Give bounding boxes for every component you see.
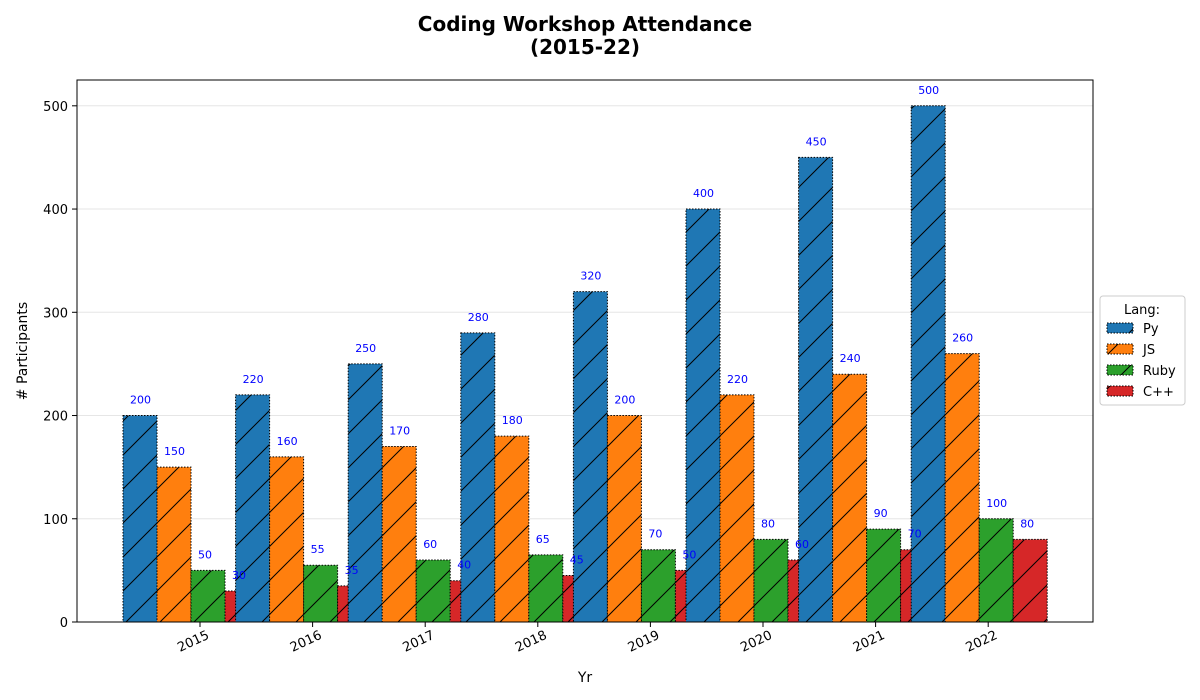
data-label: 35 (345, 564, 359, 577)
legend-entry: Ruby (1143, 364, 1176, 379)
bar-ruby-2016 (303, 564, 339, 623)
data-label: 250 (355, 342, 376, 355)
data-label: 240 (840, 352, 861, 365)
x-axis-label: Yr (577, 670, 593, 686)
bar-js-2022 (944, 353, 980, 623)
bar-js-2020 (719, 394, 755, 623)
data-label: 280 (468, 311, 489, 324)
data-label: 220 (727, 373, 748, 386)
bar-py-2022 (910, 105, 946, 623)
data-label: 450 (806, 135, 827, 148)
legend-swatch (1106, 343, 1134, 355)
data-label: 260 (952, 332, 973, 345)
data-label: 50 (682, 548, 696, 561)
data-label: 80 (1020, 517, 1034, 530)
bar-js-2015 (156, 466, 192, 623)
bars (122, 105, 1048, 623)
y-tick-label: 200 (43, 410, 68, 425)
x-tick-label: 2021 (851, 628, 887, 656)
y-tick-label: 400 (43, 203, 68, 218)
data-label: 180 (502, 414, 523, 427)
bar-py-2019 (572, 291, 608, 623)
data-labels: 200 150 50 30 220 160 55 35 250 170 60 40 280 180 65 45… (130, 84, 1034, 582)
data-label: 320 (580, 270, 601, 283)
legend: Lang: Py JS Ruby C++ (1099, 295, 1186, 406)
data-label: 55 (311, 543, 325, 556)
data-label: 200 (614, 394, 635, 407)
bar-js-2018 (494, 435, 530, 623)
data-label: 400 (693, 187, 714, 200)
x-tick-label: 2015 (175, 628, 211, 656)
data-label: 60 (423, 538, 437, 551)
bar-js-2019 (606, 415, 642, 623)
bar-js-2017 (381, 445, 417, 623)
legend-entry: Py (1143, 322, 1159, 337)
data-label: 100 (986, 497, 1007, 510)
chart-title-line1: Coding Workshop Attendance (418, 12, 752, 36)
y-tick-label: 0 (60, 616, 68, 631)
legend-title: Lang: (1124, 303, 1160, 318)
bar-js-2016 (269, 456, 305, 623)
x-tick-label: 2016 (288, 628, 324, 656)
legend-entry: JS (1142, 343, 1155, 358)
x-tick-label: 2019 (626, 628, 662, 656)
data-label: 65 (536, 533, 550, 546)
data-label: 40 (457, 559, 471, 572)
data-label: 200 (130, 394, 151, 407)
data-label: 150 (164, 445, 185, 458)
legend-entry: C++ (1143, 385, 1174, 400)
bar-py-2016 (235, 394, 271, 623)
x-tick-label: 2020 (738, 628, 774, 656)
bar-py-2017 (347, 363, 383, 623)
data-label: 160 (277, 435, 298, 448)
bar-ruby-2020 (753, 538, 789, 623)
data-label: 170 (389, 424, 410, 437)
bar-py-2015 (122, 415, 158, 623)
data-label: 90 (874, 507, 888, 520)
y-axis-label: # Participants (15, 302, 31, 400)
data-label: 80 (761, 517, 775, 530)
data-label: 70 (908, 528, 922, 541)
bar-ruby-2015 (190, 569, 226, 623)
bar-py-2021 (798, 156, 834, 623)
bar-py-2018 (460, 332, 496, 623)
y-axis: 0 100 200 300 400 500 (43, 100, 77, 631)
bar-py-2020 (685, 208, 721, 623)
data-label: 60 (795, 538, 809, 551)
legend-swatch (1106, 322, 1134, 334)
x-tick-label: 2018 (513, 628, 549, 656)
bar-ruby-2017 (415, 559, 451, 623)
bar-cpp-2022 (1012, 538, 1048, 623)
bar-ruby-2022 (978, 518, 1014, 623)
data-label: 220 (243, 373, 264, 386)
legend-swatch (1106, 364, 1134, 376)
data-label: 70 (648, 528, 662, 541)
bar-js-2021 (832, 373, 868, 623)
plot-frame (76, 79, 1094, 623)
x-tick-label: 2017 (401, 628, 437, 656)
data-label: 45 (570, 554, 584, 567)
data-label: 30 (232, 569, 246, 582)
bar-ruby-2018 (528, 554, 564, 623)
data-label: 500 (918, 84, 939, 97)
legend-swatch (1106, 385, 1134, 397)
y-tick-label: 300 (43, 306, 68, 321)
x-axis: 2015 2016 2017 2018 2019 2020 2021 2022 (175, 622, 1000, 656)
x-tick-label: 2022 (964, 628, 1000, 656)
y-tick-label: 100 (43, 513, 68, 528)
y-tick-label: 500 (43, 100, 68, 115)
bar-ruby-2021 (866, 528, 902, 623)
chart-title-line2: (2015-22) (530, 35, 640, 59)
data-label: 50 (198, 548, 212, 561)
bar-ruby-2019 (640, 549, 676, 623)
